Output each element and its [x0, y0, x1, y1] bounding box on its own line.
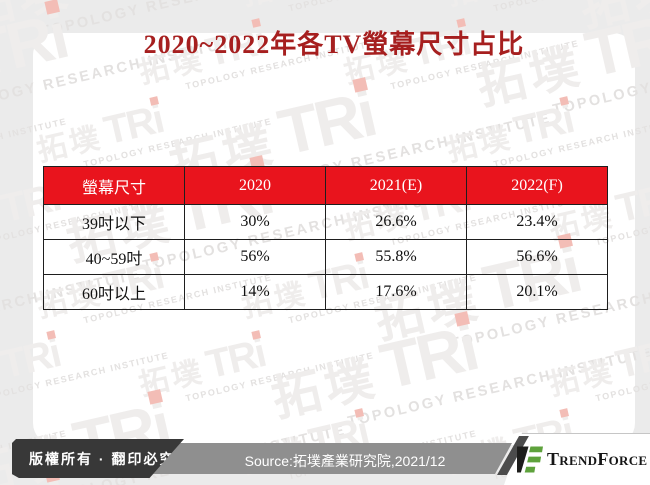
trendforce-wordmark: TrendForce [547, 449, 648, 469]
source-text: Source:拓墣產業研究院,2021/12 [244, 453, 446, 469]
table-row: 39吋以下 30% 26.6% 23.4% [43, 204, 608, 240]
trendforce-logo: TrendForce [517, 446, 647, 473]
header-2021e: 2021(E) [325, 166, 467, 205]
cell-value: 17.6% [325, 274, 467, 310]
cell-value: 56% [184, 239, 326, 275]
row-label: 39吋以下 [43, 204, 185, 240]
table-header-row: 螢幕尺寸 2020 2021(E) 2022(F) [43, 166, 608, 205]
footer-copyright-ribbon: 版權所有 · 翻印必究 [12, 439, 184, 478]
cell-value: 56.6% [466, 239, 608, 275]
trendforce-tf-icon [517, 446, 543, 473]
header-2020: 2020 [184, 166, 326, 205]
copyright-text: 版權所有 · 翻印必究 [29, 450, 176, 467]
cell-value: 26.6% [325, 204, 467, 240]
row-label: 40~59吋 [43, 239, 185, 275]
tv-size-share-table: 螢幕尺寸 2020 2021(E) 2022(F) 39吋以下 30% 26.6… [43, 166, 608, 310]
cell-value: 14% [184, 274, 326, 310]
cell-value: 20.1% [466, 274, 608, 310]
table-row: 40~59吋 56% 55.8% 56.6% [43, 239, 608, 275]
table-row: 60吋以上 14% 17.6% 20.1% [43, 274, 608, 310]
cell-value: 55.8% [325, 239, 467, 275]
row-label: 60吋以上 [43, 274, 185, 310]
page-title: 2020~2022年各TV螢幕尺寸占比 [143, 30, 525, 59]
cell-value: 30% [184, 204, 326, 240]
cell-value: 23.4% [466, 204, 608, 240]
header-2022f: 2022(F) [466, 166, 608, 205]
header-screen-size: 螢幕尺寸 [43, 166, 185, 205]
